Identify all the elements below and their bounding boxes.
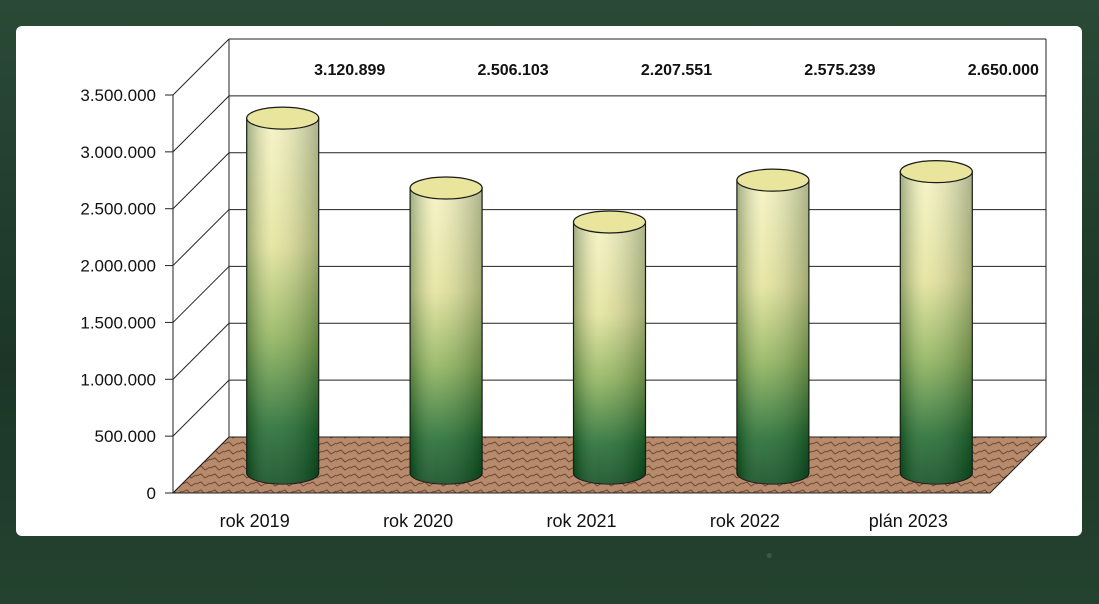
y-tick-label: 1.500.000 — [80, 313, 156, 332]
y-tick-label: 3.000.000 — [80, 143, 156, 162]
bar-cylinder-shading — [410, 188, 483, 484]
bar-cylinder-shading — [246, 118, 319, 485]
bar-cylinder-top — [572, 210, 647, 234]
y-tick-label: 1.000.000 — [80, 370, 156, 389]
depth-gridline — [172, 209, 230, 266]
x-category-label: rok 2022 — [710, 511, 780, 531]
bar-value-label: 2.575.239 — [804, 62, 875, 79]
bar-cylinder-shading — [736, 180, 809, 484]
bar-value-label: 2.650.000 — [968, 62, 1039, 79]
bar-cylinder-top — [409, 176, 483, 200]
bar-cylinder-top — [736, 168, 810, 192]
bar-value-label: 2.207.551 — [641, 62, 712, 79]
y-tick-label: 2.500.000 — [80, 200, 156, 219]
depth-gridline — [172, 38, 230, 96]
x-category-label: rok 2019 — [220, 511, 290, 531]
depth-gridline — [172, 152, 230, 210]
bar-cylinder-shading — [573, 221, 646, 484]
depth-gridline — [172, 95, 230, 153]
bar-cylinder-shading — [900, 171, 973, 484]
x-category-label: rok 2020 — [383, 511, 453, 531]
bar-value-label: 2.506.103 — [478, 62, 549, 79]
y-tick-label: 500.000 — [95, 427, 156, 446]
depth-gridline — [172, 379, 230, 437]
depth-gridline — [172, 266, 230, 323]
y-tick-label: 2.000.000 — [80, 257, 156, 276]
depth-gridline — [172, 322, 230, 380]
y-tick-label: 0 — [147, 484, 156, 503]
bar-cylinder-top — [246, 106, 320, 130]
x-category-label: plán 2023 — [869, 511, 948, 531]
bar-cylinder-top — [899, 160, 973, 184]
y-tick-label: 3.500.000 — [80, 86, 156, 105]
x-category-label: rok 2021 — [546, 511, 616, 531]
bar-value-label: 3.120.899 — [314, 62, 385, 79]
